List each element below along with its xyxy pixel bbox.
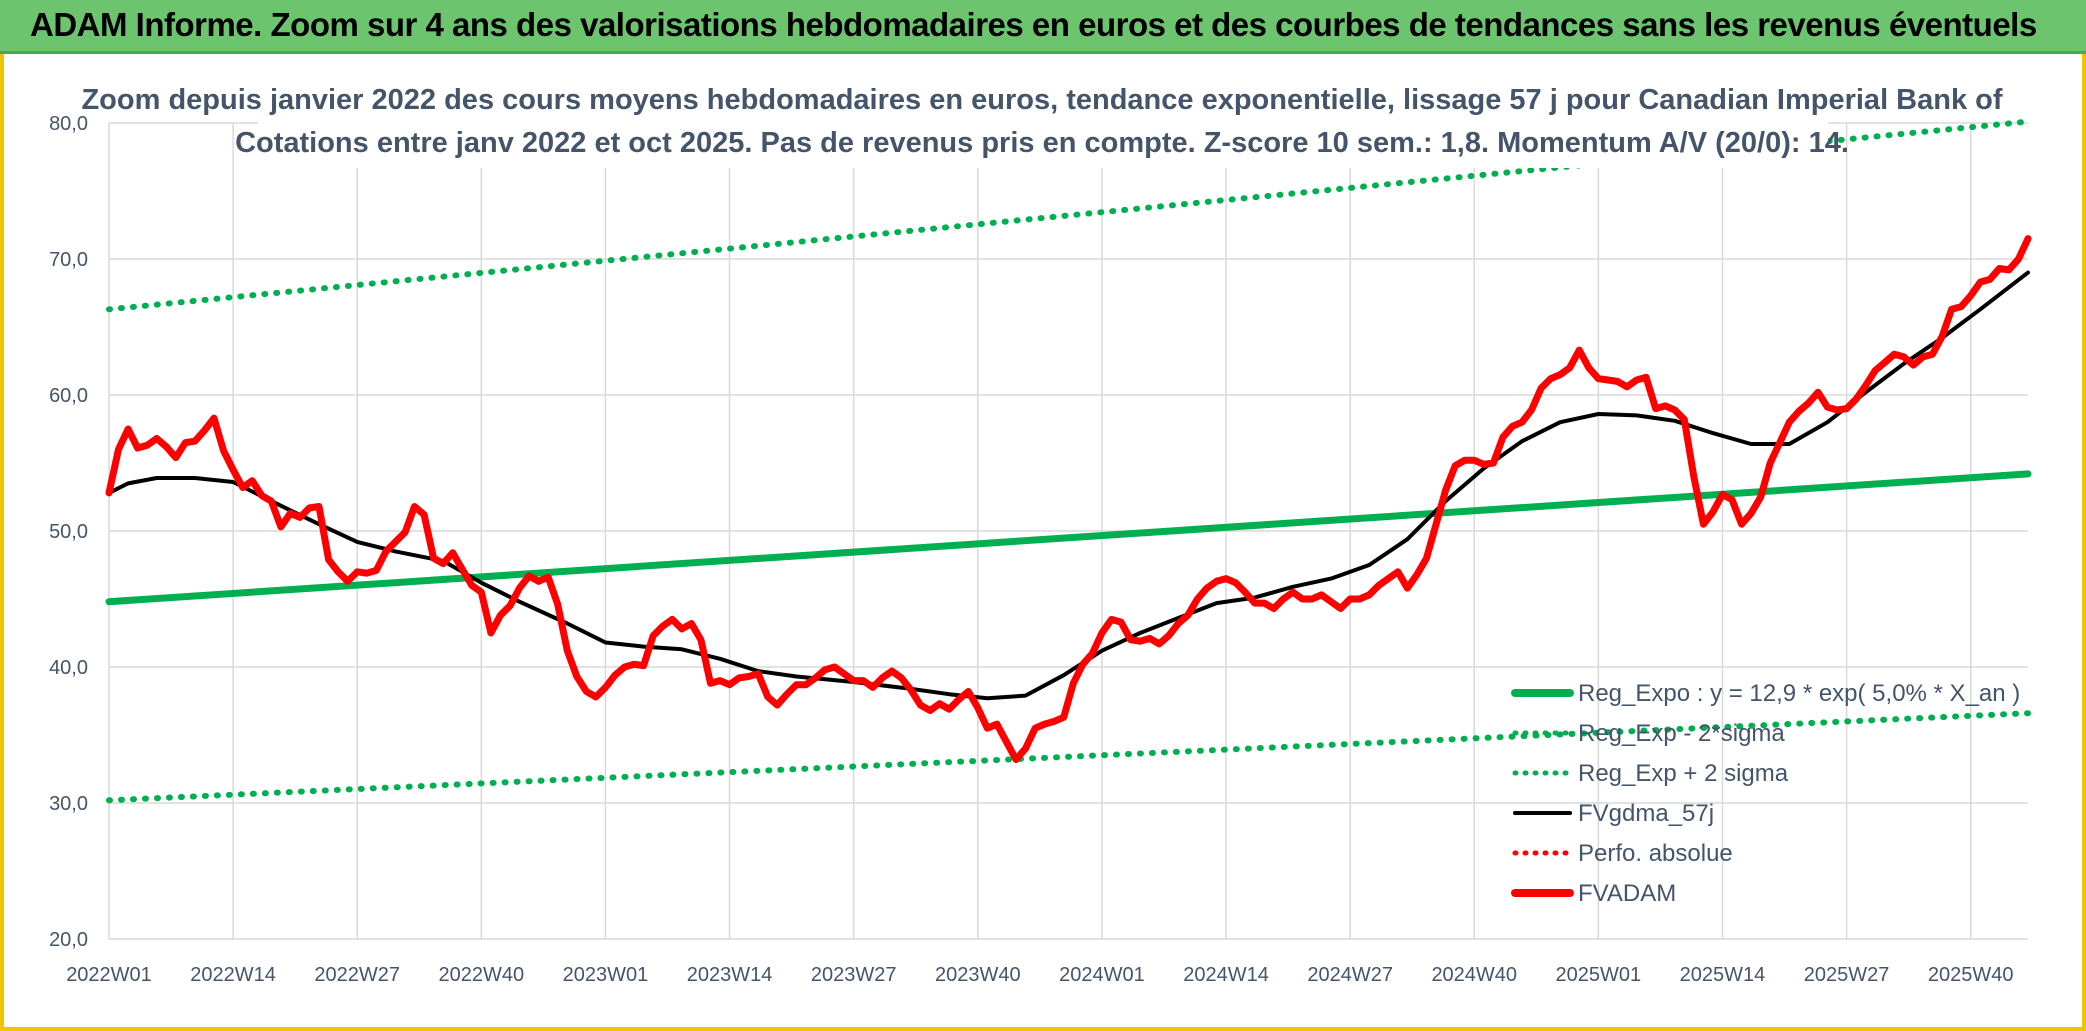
chart-title-block: Zoom depuis janvier 2022 des cours moyen… (81, 76, 2003, 168)
legend-label: FVADAM (1578, 880, 1676, 907)
header-banner: ADAM Informe. Zoom sur 4 ans des valoris… (0, 0, 2086, 54)
x-axis-tick-labels: 2022W01 2022W14 2022W27 2022W40 2023W01 2023W… (66, 964, 2013, 986)
x-tick-label: 2023W14 (687, 964, 773, 986)
series-fvadam (105, 235, 2032, 763)
x-tick-label: 2024W40 (1431, 964, 1517, 986)
x-tick-label: 2022W27 (314, 964, 400, 986)
x-tick-label: 2023W01 (563, 964, 649, 986)
legend-label: Reg_Exp - 2*sigma (1578, 720, 1785, 747)
x-tick-label: 2023W40 (935, 964, 1021, 986)
legend: Reg_Expo : y = 12,9 * exp( 5,0% * X_an )… (1511, 680, 2020, 907)
grid-lines (108, 122, 2028, 940)
x-tick-label: 2024W01 (1059, 964, 1145, 986)
chart-subtitle: Cotations entre janv 2022 et oct 2025. P… (235, 127, 1849, 159)
page-title: ADAM Informe. Zoom sur 4 ans des valoris… (30, 6, 2037, 43)
x-tick-label: 2024W27 (1307, 964, 1393, 986)
x-tick-label: 2025W27 (1804, 964, 1890, 986)
x-tick-label: 2024W14 (1183, 964, 1269, 986)
x-tick-label: 2022W40 (439, 964, 525, 986)
series-reg-expo (105, 470, 2032, 606)
x-tick-label: 2022W14 (190, 964, 276, 986)
series-fvgdma-57j (107, 270, 2030, 701)
series-reg-minus-2sigma (106, 710, 2031, 804)
y-axis-tick-labels: 20,0 30,0 40,0 50,0 60,0 70,0 80,0 (49, 113, 88, 951)
legend-label: Perfo. absolue (1578, 840, 1733, 867)
title-background (258, 76, 1828, 168)
chart-title: Zoom depuis janvier 2022 des cours moyen… (81, 84, 2002, 116)
x-tick-label: 2025W40 (1928, 964, 2014, 986)
x-tick-label: 2025W14 (1680, 964, 1766, 986)
y-tick-label: 30,0 (49, 793, 88, 815)
x-tick-label: 2022W01 (66, 964, 152, 986)
x-tick-label: 2025W01 (1556, 964, 1642, 986)
y-tick-label: 50,0 (49, 521, 88, 543)
x-tick-label: 2023W27 (811, 964, 897, 986)
legend-label: Reg_Exp + 2 sigma (1578, 760, 1789, 787)
y-tick-label: 80,0 (49, 113, 88, 135)
y-tick-label: 40,0 (49, 657, 88, 679)
y-tick-label: 70,0 (49, 249, 88, 271)
legend-label: FVgdma_57j (1578, 800, 1714, 827)
y-tick-label: 60,0 (49, 385, 88, 407)
y-tick-label: 20,0 (49, 929, 88, 951)
legend-label: Reg_Expo : y = 12,9 * exp( 5,0% * X_an ) (1578, 680, 2020, 707)
